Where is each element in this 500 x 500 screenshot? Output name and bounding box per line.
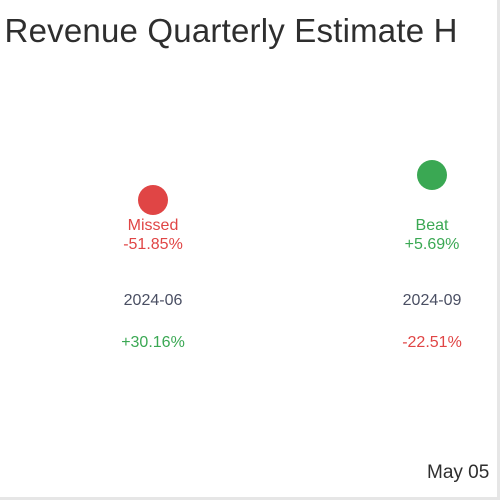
date-label: May 05: [427, 462, 490, 483]
period-label: 2024-09: [402, 292, 462, 309]
result-status-label: Beat: [415, 217, 449, 234]
surprise-percent-label: -51.85%: [123, 236, 183, 253]
price-change-label: -22.51%: [402, 334, 462, 351]
surprise-percent-label: +5.69%: [404, 236, 460, 253]
result-marker: [138, 185, 168, 215]
period-label: 2024-06: [123, 292, 183, 309]
frame-bottom-edge: [0, 497, 500, 500]
result-marker: [417, 160, 447, 190]
chart-title: ) Revenue Quarterly Estimate H: [0, 12, 458, 49]
price-change-label: +30.16%: [121, 334, 185, 351]
frame-right-edge: [497, 0, 500, 500]
result-status-label: Missed: [127, 217, 179, 234]
